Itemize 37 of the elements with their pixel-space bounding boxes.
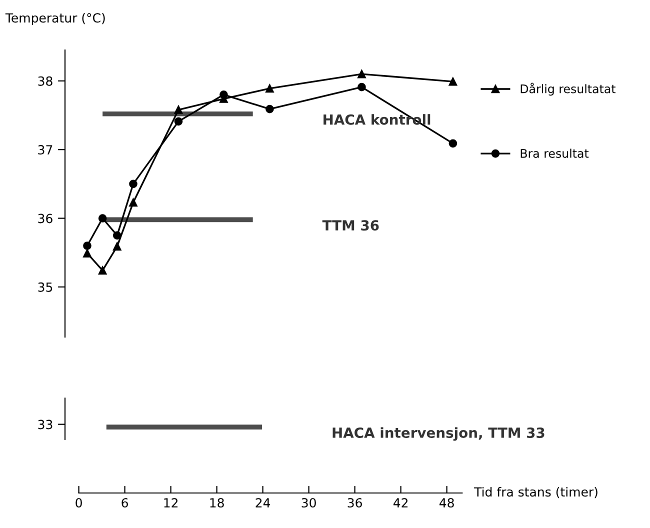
y-tick-label: 33 <box>38 420 52 430</box>
x-tick-label: 0 <box>76 498 82 508</box>
point <box>448 77 458 86</box>
x-tick-label: 24 <box>256 498 270 508</box>
text: TTM 36 <box>322 220 379 231</box>
y-tick-label: 37 <box>38 145 52 155</box>
point <box>98 266 107 275</box>
point <box>129 198 138 207</box>
point <box>266 84 274 93</box>
point <box>358 82 366 92</box>
legend-label: Bra resultat <box>520 148 589 158</box>
x-tick-label: 12 <box>164 498 178 508</box>
point <box>358 70 366 78</box>
point <box>174 117 183 126</box>
point <box>220 90 228 99</box>
y-tick-label: 35 <box>38 282 52 292</box>
point <box>112 231 122 240</box>
point <box>174 106 183 114</box>
x-tick-label: 42 <box>393 498 408 508</box>
text: HACA intervensjon, TTM 33 <box>332 427 544 441</box>
legend-label: Dårlig resultatat <box>520 82 616 96</box>
y-axis-title: Temperatur (°C) <box>5 12 105 26</box>
y-tick-label: 36 <box>38 214 52 224</box>
y-tick-label: 38 <box>38 76 52 86</box>
point <box>448 139 458 148</box>
x-tick-label: 18 <box>210 498 224 508</box>
x-tick-label: 36 <box>348 498 362 508</box>
point <box>98 214 107 222</box>
x-tick-label: 48 <box>439 498 454 508</box>
point <box>112 242 122 251</box>
x-axis-title: Tid fra stans (timer) <box>474 486 598 498</box>
point <box>83 249 92 258</box>
point <box>83 242 92 250</box>
x-tick-label: 6 <box>122 498 128 508</box>
point <box>266 104 274 114</box>
point <box>129 180 138 188</box>
x-tick-label: 30 <box>302 498 316 508</box>
